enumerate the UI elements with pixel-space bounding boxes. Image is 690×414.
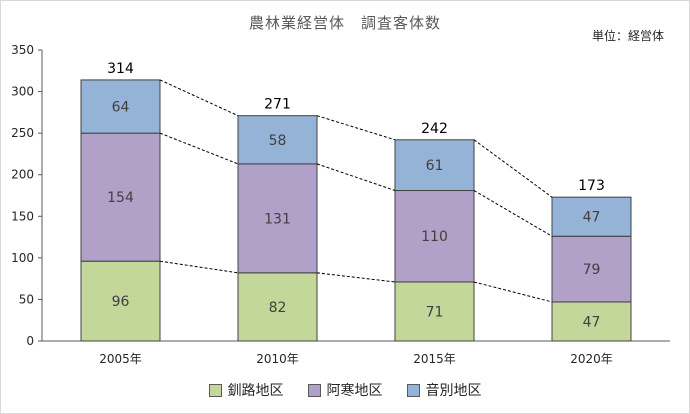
data-label: 154 xyxy=(107,190,134,206)
data-label: 96 xyxy=(112,294,130,310)
series-connector-line xyxy=(473,281,553,303)
chart-legend: 釧路地区 阿寒地区 音別地区 xyxy=(0,380,690,400)
series-connector-line xyxy=(316,163,396,191)
unit-label: 単位：経営体 xyxy=(591,29,664,43)
bar-segment xyxy=(551,235,632,303)
series-connector-line xyxy=(473,139,553,198)
y-tick-label: 150 xyxy=(11,209,34,223)
data-label: 58 xyxy=(269,133,287,149)
x-tick-label: 2020年 xyxy=(570,352,613,366)
total-label: 271 xyxy=(264,97,291,113)
series-connector-line xyxy=(316,272,396,283)
legend-label: 音別地区 xyxy=(425,383,482,399)
legend-item: 釧路地区 xyxy=(208,380,284,400)
legend-swatch xyxy=(208,383,222,397)
data-label: 79 xyxy=(583,262,601,278)
legend-swatch xyxy=(307,383,321,397)
bar-segment xyxy=(394,139,475,192)
data-label: 110 xyxy=(421,229,448,245)
legend-label: 釧路地区 xyxy=(227,383,284,399)
bar-segment xyxy=(551,196,632,237)
y-tick-label: 50 xyxy=(19,292,34,306)
bar-segment xyxy=(80,260,161,342)
y-tick-label: 300 xyxy=(11,85,34,99)
bar-segment xyxy=(237,115,318,165)
data-label: 47 xyxy=(583,210,601,226)
y-tick-label: 350 xyxy=(11,43,34,57)
data-label: 61 xyxy=(426,158,444,174)
y-tick-label: 200 xyxy=(11,168,34,182)
bar-segment xyxy=(80,132,161,262)
series-connector-line xyxy=(473,190,553,237)
x-tick-label: 2015年 xyxy=(413,352,456,366)
x-tick-label: 2005年 xyxy=(99,352,142,366)
legend-item: 阿寒地区 xyxy=(307,380,383,400)
series-connector-line xyxy=(159,132,239,165)
total-label: 173 xyxy=(578,178,605,194)
total-label: 242 xyxy=(421,121,448,137)
bar-segment xyxy=(551,301,632,342)
bar-segment xyxy=(80,79,161,134)
data-label: 71 xyxy=(426,304,444,320)
legend-swatch xyxy=(406,383,420,397)
legend-label: 阿寒地区 xyxy=(326,383,383,399)
series-connector-line xyxy=(316,115,396,141)
y-tick-label: 100 xyxy=(11,251,34,265)
y-tick-label: 0 xyxy=(26,334,34,348)
data-label: 47 xyxy=(583,314,601,330)
data-label: 64 xyxy=(112,100,130,116)
legend-item: 音別地区 xyxy=(406,380,482,400)
chart-title: 農林業経営体 調査客体数 xyxy=(248,14,441,32)
bar-segment xyxy=(237,272,318,342)
data-label: 82 xyxy=(269,300,287,316)
bar-segment xyxy=(394,190,475,283)
total-label: 314 xyxy=(107,61,134,77)
bar-segment xyxy=(394,281,475,342)
series-connector-line xyxy=(159,260,239,274)
x-tick-label: 2010年 xyxy=(256,352,299,366)
data-label: 131 xyxy=(264,211,291,227)
series-connector-line xyxy=(159,79,239,117)
y-tick-label: 250 xyxy=(11,126,34,140)
